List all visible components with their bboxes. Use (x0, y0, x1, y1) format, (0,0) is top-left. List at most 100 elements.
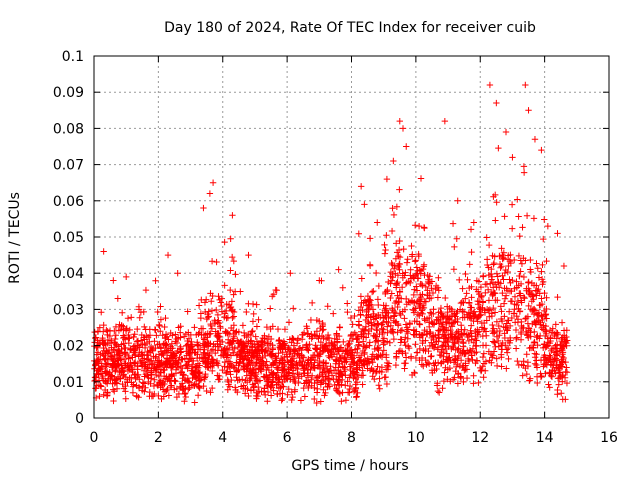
data-point (159, 379, 166, 387)
data-point (147, 343, 155, 351)
data-point (159, 386, 167, 393)
data-point (462, 270, 469, 278)
data-point (233, 328, 240, 335)
data-point (440, 338, 448, 346)
data-point (470, 372, 477, 379)
data-point (407, 266, 414, 273)
data-point (501, 285, 508, 292)
data-point (420, 224, 428, 231)
data-point (468, 283, 475, 290)
data-point (551, 356, 558, 363)
data-point (525, 325, 533, 333)
data-point (479, 353, 487, 361)
data-point (278, 383, 286, 390)
data-point (489, 352, 497, 359)
x-tick-label: 2 (154, 430, 163, 446)
data-point (131, 347, 138, 354)
data-point (533, 260, 540, 267)
data-point (192, 364, 199, 371)
data-point (524, 320, 532, 327)
data-point (531, 318, 538, 326)
data-point (521, 295, 528, 302)
data-point (330, 310, 337, 317)
data-point (144, 348, 151, 356)
data-point (262, 361, 269, 369)
data-point (396, 253, 404, 261)
data-point (208, 307, 216, 314)
data-point (554, 391, 561, 398)
data-point (122, 273, 130, 281)
data-point (548, 345, 556, 353)
data-point (402, 349, 409, 357)
data-point (267, 305, 274, 312)
data-point (393, 203, 401, 210)
data-point (413, 287, 421, 294)
data-point (433, 382, 441, 389)
data-point (344, 300, 351, 307)
data-point (503, 320, 510, 327)
data-point (361, 326, 369, 333)
data-point (398, 326, 406, 334)
data-point (177, 323, 184, 330)
data-point (366, 235, 374, 242)
data-point (384, 323, 391, 330)
data-point (392, 240, 400, 247)
data-point (402, 269, 409, 276)
data-point (462, 295, 469, 302)
data-point (563, 364, 570, 371)
data-point (313, 328, 321, 335)
data-point (223, 307, 230, 315)
data-point (110, 397, 117, 405)
data-point (375, 311, 382, 319)
data-point (351, 359, 358, 367)
data-point (475, 379, 482, 387)
y-tick-label: 0.01 (53, 375, 84, 391)
data-point (489, 330, 497, 337)
data-point (339, 284, 346, 291)
data-point (534, 341, 541, 349)
data-point (404, 343, 412, 350)
data-point (537, 370, 544, 377)
data-point (111, 380, 118, 387)
data-point (151, 390, 158, 398)
data-point (495, 343, 503, 350)
data-point (330, 351, 338, 358)
data-point (313, 316, 321, 324)
data-point (508, 314, 515, 322)
data-point (289, 358, 296, 365)
data-point (183, 348, 190, 355)
data-point (232, 386, 239, 394)
data-point (290, 373, 297, 381)
data-point (258, 337, 265, 345)
data-point (532, 319, 539, 326)
data-point (399, 125, 407, 132)
data-point (274, 325, 282, 333)
data-point (355, 322, 363, 329)
data-point (533, 333, 540, 341)
data-point (435, 327, 443, 335)
data-point (268, 371, 276, 378)
data-point (299, 358, 307, 365)
data-point (508, 201, 516, 208)
data-point (364, 365, 371, 372)
data-point (115, 355, 122, 363)
data-point (214, 338, 221, 345)
data-point (403, 143, 410, 150)
data-point (112, 323, 120, 331)
data-point (460, 308, 468, 316)
data-point (370, 332, 377, 340)
data-point (494, 273, 501, 280)
data-point (505, 355, 512, 363)
data-point (230, 363, 237, 371)
data-point (239, 355, 246, 362)
data-point (193, 372, 201, 380)
data-point (206, 351, 213, 359)
data-point (104, 360, 111, 368)
data-point (257, 365, 265, 372)
data-point (374, 363, 381, 370)
data-point (525, 285, 532, 292)
data-point (307, 316, 315, 324)
data-point (104, 389, 111, 396)
data-point (518, 260, 526, 267)
data-point (250, 383, 258, 390)
